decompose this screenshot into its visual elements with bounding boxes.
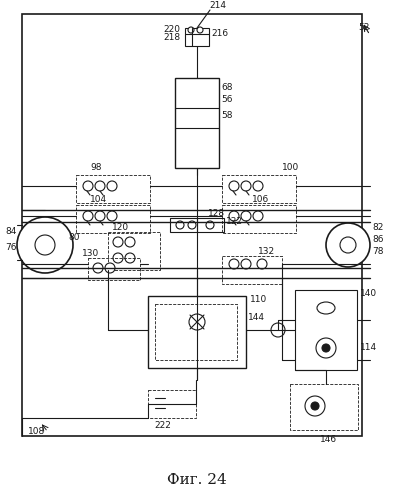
Text: 106: 106 <box>252 196 269 204</box>
Circle shape <box>241 259 251 269</box>
Circle shape <box>326 223 370 267</box>
Circle shape <box>83 211 93 221</box>
Text: 216: 216 <box>211 30 228 38</box>
Circle shape <box>35 235 55 255</box>
Text: 98: 98 <box>90 164 102 172</box>
Text: 128: 128 <box>208 208 225 218</box>
Ellipse shape <box>317 302 335 314</box>
Circle shape <box>95 211 105 221</box>
Text: 58: 58 <box>221 110 232 120</box>
Bar <box>148 390 196 418</box>
Text: 108: 108 <box>28 428 45 436</box>
Circle shape <box>340 237 356 253</box>
Circle shape <box>197 27 203 33</box>
Circle shape <box>188 221 196 229</box>
Circle shape <box>83 181 93 191</box>
Circle shape <box>257 259 267 269</box>
Text: 220: 220 <box>163 26 180 35</box>
Text: 100: 100 <box>282 164 299 172</box>
Circle shape <box>206 221 214 229</box>
Circle shape <box>322 344 330 352</box>
Text: 146: 146 <box>320 436 337 444</box>
Text: 84: 84 <box>5 228 17 236</box>
Bar <box>185 28 209 46</box>
Text: 68: 68 <box>221 84 232 92</box>
Circle shape <box>311 402 319 410</box>
Circle shape <box>113 253 123 263</box>
Text: 114: 114 <box>360 344 377 352</box>
Circle shape <box>229 259 239 269</box>
Circle shape <box>176 221 184 229</box>
Text: 132: 132 <box>258 248 275 256</box>
Bar <box>76 175 150 203</box>
Circle shape <box>105 263 115 273</box>
Bar <box>175 78 219 168</box>
Circle shape <box>241 211 251 221</box>
Circle shape <box>188 27 194 33</box>
Circle shape <box>241 181 251 191</box>
Circle shape <box>229 211 239 221</box>
Text: 52: 52 <box>358 24 369 32</box>
Text: 122: 122 <box>226 216 243 226</box>
Circle shape <box>271 323 285 337</box>
Text: 120: 120 <box>112 224 129 232</box>
Bar <box>148 296 246 368</box>
Bar <box>222 256 282 284</box>
Text: 104: 104 <box>90 196 107 204</box>
Circle shape <box>107 181 117 191</box>
Circle shape <box>229 181 239 191</box>
Text: 218: 218 <box>163 32 180 42</box>
Circle shape <box>305 396 325 416</box>
Text: 130: 130 <box>82 250 99 258</box>
Text: 222: 222 <box>154 420 171 430</box>
Bar <box>108 232 160 270</box>
Circle shape <box>125 237 135 247</box>
Text: 78: 78 <box>372 248 383 256</box>
Circle shape <box>113 237 123 247</box>
Bar <box>222 205 296 233</box>
Circle shape <box>95 181 105 191</box>
Text: 144: 144 <box>248 314 265 322</box>
Circle shape <box>316 338 336 358</box>
Text: 76: 76 <box>5 244 17 252</box>
Text: 214: 214 <box>210 2 227 11</box>
Circle shape <box>189 314 205 330</box>
Bar <box>155 304 237 360</box>
Text: 140: 140 <box>360 290 377 298</box>
Bar <box>22 14 362 436</box>
Circle shape <box>107 211 117 221</box>
Bar <box>290 384 358 430</box>
Bar <box>295 290 357 370</box>
Bar <box>88 258 140 280</box>
Circle shape <box>93 263 103 273</box>
Bar <box>170 218 224 232</box>
Circle shape <box>17 217 73 273</box>
Circle shape <box>253 181 263 191</box>
Circle shape <box>125 253 135 263</box>
Text: 110: 110 <box>250 296 267 304</box>
Text: 56: 56 <box>221 96 232 104</box>
Text: 86: 86 <box>372 236 383 244</box>
Text: 80: 80 <box>68 234 80 242</box>
Bar <box>76 205 150 233</box>
Circle shape <box>253 211 263 221</box>
Text: 82: 82 <box>372 224 383 232</box>
Text: Фиг. 24: Фиг. 24 <box>167 473 227 487</box>
Bar <box>222 175 296 203</box>
